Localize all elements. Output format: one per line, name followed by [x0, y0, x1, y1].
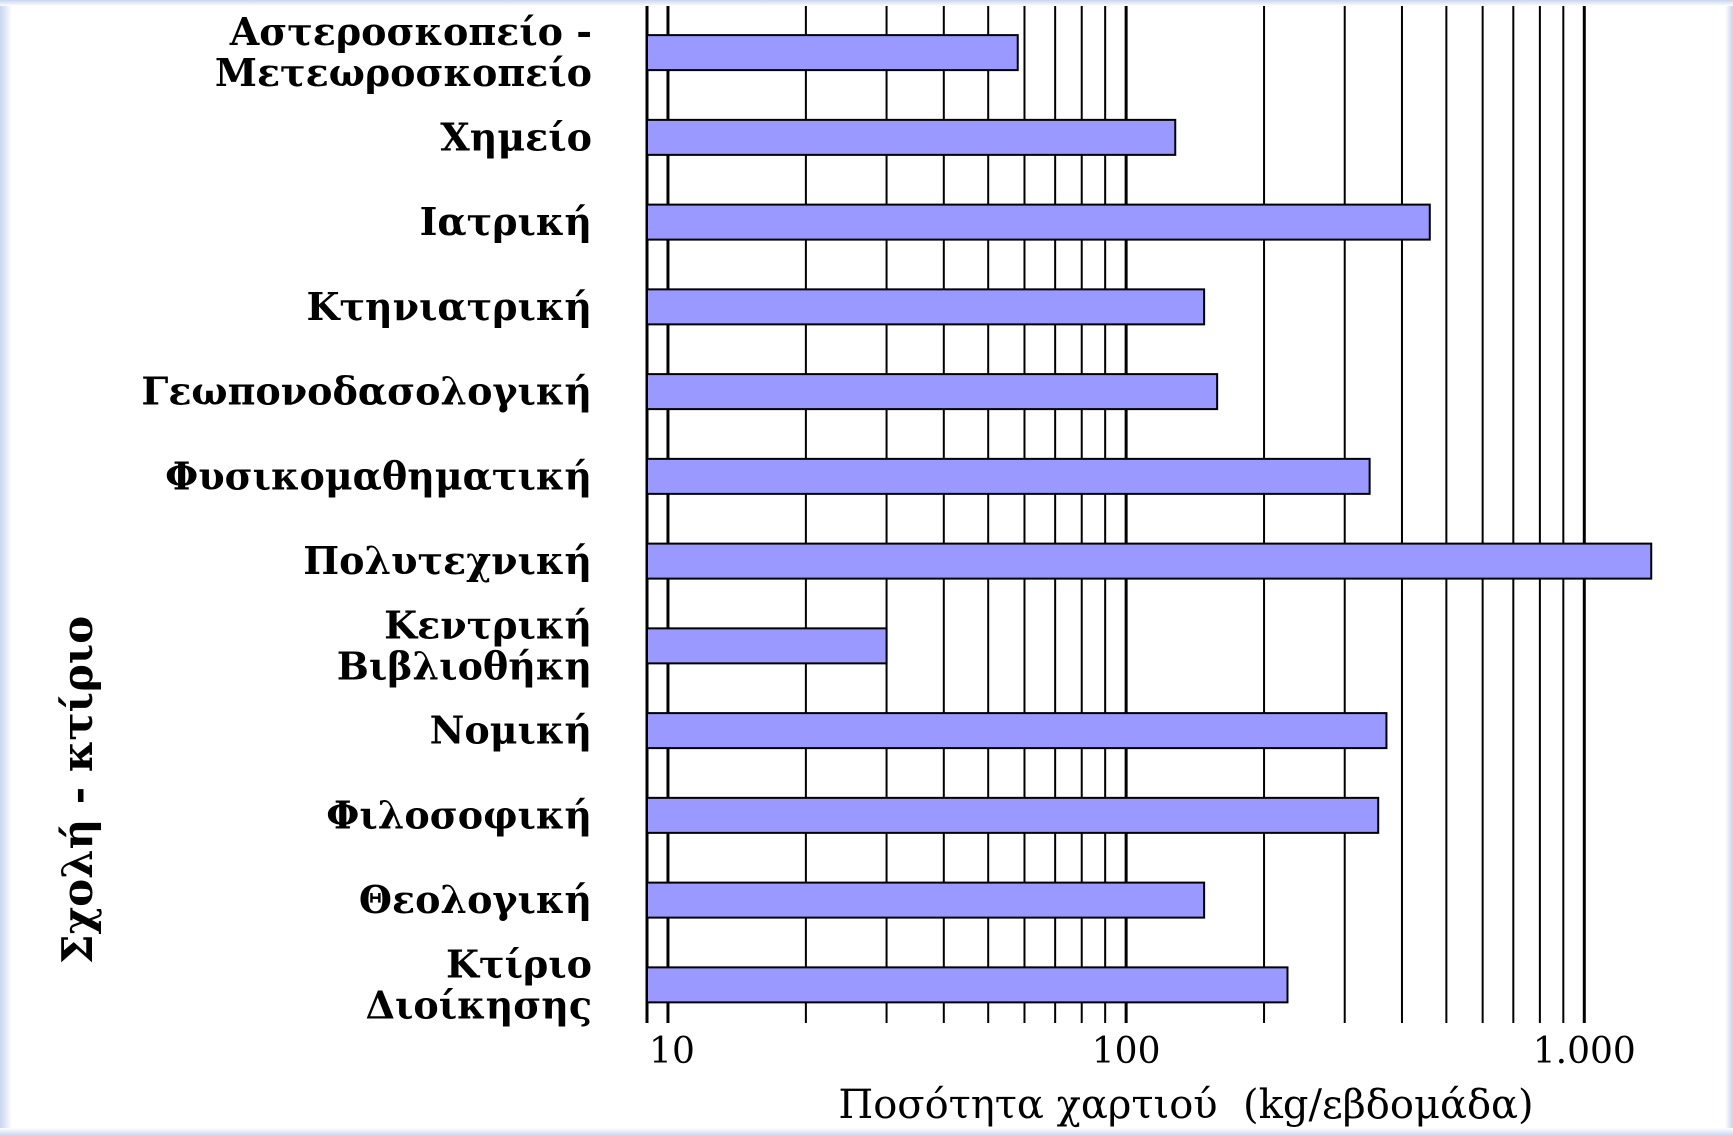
category-label-3-line-0: Κτηνιατρική	[306, 284, 592, 329]
bar-5	[646, 457, 1371, 495]
category-label-0-line-1: Μετεωροσκοπείο	[215, 50, 592, 95]
bar-4	[646, 373, 1219, 411]
category-label-9-line-0: Φιλοσοφική	[326, 792, 592, 837]
bar-1	[646, 118, 1177, 156]
category-label-7: Κεντρική Βιβλιοθήκη	[337, 602, 592, 688]
category-label-3: Κτηνιατρική	[306, 284, 592, 329]
frame-bottom-border	[0, 1128, 1733, 1136]
category-label-4-line-0: Γεωπονοδασολογική	[141, 369, 592, 414]
bar-8	[646, 712, 1388, 750]
category-label-11: Κτίριο Διοίκησης	[366, 941, 593, 1027]
category-label-7-line-0: Κεντρική	[384, 602, 592, 647]
category-label-0-line-0: Αστεροσκοπείο -	[229, 9, 592, 54]
category-label-6: Πολυτεχνική	[303, 538, 592, 583]
x-tick-label-2: 1.000	[1533, 1031, 1636, 1072]
category-label-8: Νομική	[430, 708, 592, 753]
category-label-10-line-0: Θεολογική	[359, 877, 592, 922]
x-tick-label-0: 10	[649, 1031, 695, 1072]
category-labels: Αστεροσκοπείο -Μετεωροσκοπείο Χημείο Ιατρι…	[141, 9, 592, 1027]
category-label-5-line-0: Φυσικομαθηματική	[165, 453, 592, 498]
category-label-2-line-0: Ιατρική	[420, 199, 592, 244]
category-label-6-line-0: Πολυτεχνική	[303, 538, 592, 583]
category-label-1-line-0: Χημείο	[440, 114, 592, 159]
x-tick-label-1: 100	[1092, 1031, 1161, 1072]
x-axis-label: Ποσότητα χαρτιού (kg/εβδομάδα)	[838, 1082, 1533, 1128]
bar-3	[646, 288, 1206, 326]
category-label-7-line-1: Βιβλιοθήκη	[337, 643, 592, 688]
gridlines	[645, 6, 1586, 1023]
category-label-5: Φυσικομαθηματική	[165, 453, 592, 498]
frame-left-border	[0, 0, 12, 1136]
bar-0	[646, 34, 1019, 72]
bar-11	[646, 966, 1289, 1004]
category-label-8-line-0: Νομική	[430, 708, 592, 753]
bar-10	[646, 881, 1206, 919]
category-label-10: Θεολογική	[359, 877, 592, 922]
category-label-11-line-1: Διοίκησης	[366, 982, 593, 1027]
bar-6	[646, 542, 1653, 580]
bar-2	[646, 203, 1431, 241]
category-label-0: Αστεροσκοπείο -Μετεωροσκοπείο	[215, 9, 592, 95]
x-tick-labels: 10 100 1.000	[649, 1031, 1636, 1072]
category-label-4: Γεωπονοδασολογική	[141, 369, 592, 414]
bar-9	[646, 796, 1380, 834]
category-label-1: Χημείο	[440, 114, 592, 159]
category-label-11-line-0: Κτίριο	[446, 941, 592, 986]
bars	[646, 34, 1653, 1004]
y-axis-label: Σχολή - κτίριο	[53, 616, 102, 964]
frame-top-border	[0, 0, 1733, 6]
bar-7	[646, 627, 888, 665]
category-label-9: Φιλοσοφική	[326, 792, 592, 837]
frame-right-border	[1725, 0, 1733, 1136]
category-label-2: Ιατρική	[420, 199, 592, 244]
